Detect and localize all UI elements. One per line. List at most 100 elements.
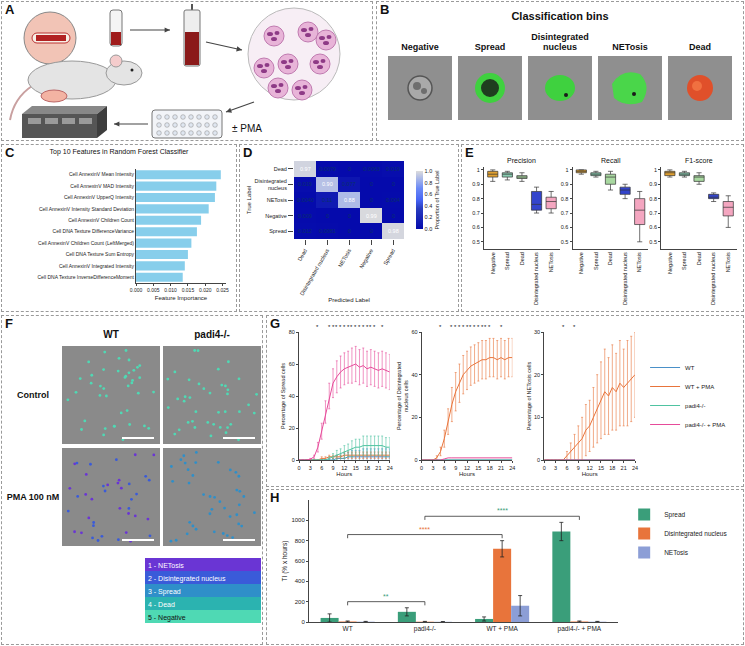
svg-text:1000: 1000 xyxy=(291,517,305,523)
svg-text:Predicted Label: Predicted Label xyxy=(328,297,370,303)
svg-text:0: 0 xyxy=(297,465,300,471)
svg-text:Disintegrated nucleus: Disintegrated nucleus xyxy=(710,252,716,305)
svg-text:80: 80 xyxy=(289,329,295,335)
svg-text:Spread: Spread xyxy=(475,42,506,52)
svg-text:5 - Negative: 5 - Negative xyxy=(148,614,186,622)
svg-text:Spread: Spread xyxy=(504,252,510,270)
svg-text:Negative: Negative xyxy=(358,248,374,270)
svg-text:0.8: 0.8 xyxy=(649,196,657,202)
svg-text:0.90: 0.90 xyxy=(322,181,333,187)
svg-text:10: 10 xyxy=(534,414,540,420)
svg-text:1: 1 xyxy=(654,167,657,173)
svg-text:0.9: 0.9 xyxy=(561,181,569,187)
svg-text:*: * xyxy=(454,324,457,330)
svg-text:15: 15 xyxy=(353,465,359,471)
svg-text:Percentage of Disintegratednuc: Percentage of Disintegratednucleus cells xyxy=(396,362,409,430)
svg-text:0.7: 0.7 xyxy=(472,210,480,216)
svg-text:NETosis: NETosis xyxy=(548,252,554,272)
svg-text:0.2: 0.2 xyxy=(425,214,433,220)
svg-text:Precision: Precision xyxy=(507,157,536,164)
svg-text:Spread: Spread xyxy=(664,511,685,519)
svg-text:3: 3 xyxy=(431,465,434,471)
svg-text:20: 20 xyxy=(289,425,295,431)
svg-text:9: 9 xyxy=(454,465,457,471)
svg-text:*: * xyxy=(488,324,491,330)
svg-text:Spread: Spread xyxy=(593,252,599,270)
svg-text:12: 12 xyxy=(341,465,347,471)
svg-text:*: * xyxy=(462,324,465,330)
svg-text:padi4-/- + PMA: padi4-/- + PMA xyxy=(685,422,725,428)
svg-text:0: 0 xyxy=(370,181,373,187)
svg-text:3 - Spread: 3 - Spread xyxy=(148,588,181,596)
svg-text:0.6: 0.6 xyxy=(472,224,480,230)
svg-text:0.11: 0.11 xyxy=(322,197,332,203)
svg-text:*: * xyxy=(350,324,353,330)
svg-text:nucleus: nucleus xyxy=(543,42,577,52)
svg-text:20: 20 xyxy=(534,372,540,378)
svg-text:0.000: 0.000 xyxy=(130,287,143,293)
svg-text:6: 6 xyxy=(443,465,446,471)
svg-text:3: 3 xyxy=(309,465,312,471)
svg-text:*: * xyxy=(477,324,480,330)
svg-text:40: 40 xyxy=(289,393,295,399)
svg-text:Top 10 Features in Random Fore: Top 10 Features in Random Forest Classif… xyxy=(50,148,190,156)
svg-text:*: * xyxy=(339,324,342,330)
svg-text:0.0040: 0.0040 xyxy=(297,197,314,203)
svg-text:WT + PMA: WT + PMA xyxy=(685,384,714,390)
svg-text:Cell AnnexinV Mean Intensity: Cell AnnexinV Mean Intensity xyxy=(69,171,135,177)
svg-text:*: * xyxy=(316,324,319,330)
svg-text:*: * xyxy=(343,324,346,330)
svg-text:NETosis: NETosis xyxy=(636,252,642,272)
svg-text:Dead: Dead xyxy=(607,252,613,265)
svg-text:Negative: Negative xyxy=(667,252,673,274)
svg-text:0: 0 xyxy=(301,619,305,625)
svg-text:24: 24 xyxy=(632,465,638,471)
svg-text:0.9: 0.9 xyxy=(649,181,657,187)
svg-text:Control: Control xyxy=(17,390,49,400)
svg-text:padi4-/-: padi4-/- xyxy=(414,625,436,633)
svg-text:0.97: 0.97 xyxy=(300,166,311,172)
svg-text:NETosis: NETosis xyxy=(664,549,689,556)
svg-text:WT: WT xyxy=(343,625,353,632)
svg-text:0.7: 0.7 xyxy=(649,210,657,216)
svg-text:NETosis: NETosis xyxy=(337,248,352,269)
svg-text:*: * xyxy=(481,324,484,330)
svg-text:****: **** xyxy=(497,507,508,514)
svg-text:Dead: Dead xyxy=(696,252,702,265)
svg-text:0.8: 0.8 xyxy=(561,196,569,202)
svg-text:0.88: 0.88 xyxy=(344,197,355,203)
svg-text:0.012: 0.012 xyxy=(298,228,312,234)
svg-text:Cell DNA Texture InverseDiffer: Cell DNA Texture InverseDifferenceMoment xyxy=(37,274,134,280)
svg-text:0: 0 xyxy=(370,197,373,203)
svg-text:0.0081: 0.0081 xyxy=(319,228,336,234)
svg-text:Cell AnnexinV MAD Intensity: Cell AnnexinV MAD Intensity xyxy=(70,183,134,189)
svg-text:Cell AnnexinV Children Count: Cell AnnexinV Children Count xyxy=(68,217,134,223)
svg-text:21: 21 xyxy=(498,465,504,471)
svg-text:Cell DNA Texture Sum Entropy: Cell DNA Texture Sum Entropy xyxy=(66,251,135,257)
svg-text:0.6: 0.6 xyxy=(425,191,433,197)
svg-text:0: 0 xyxy=(348,213,351,219)
svg-text:True Label: True Label xyxy=(246,186,252,214)
svg-text:*: * xyxy=(469,324,472,330)
svg-text:Cell AnnexinV Intensity Standa: Cell AnnexinV Intensity Standard Deviati… xyxy=(39,206,134,212)
svg-text:0.0: 0.0 xyxy=(425,226,433,232)
svg-text:0.6: 0.6 xyxy=(649,224,657,230)
svg-text:0.019: 0.019 xyxy=(386,166,400,172)
svg-text:0.8: 0.8 xyxy=(472,196,480,202)
svg-text:0.020: 0.020 xyxy=(199,287,212,293)
svg-text:0.99: 0.99 xyxy=(366,213,377,219)
svg-text:Negative: Negative xyxy=(401,42,439,52)
svg-text:Disintegrated nucleus: Disintegrated nucleus xyxy=(533,252,539,305)
svg-text:*: * xyxy=(562,324,565,330)
svg-text:18: 18 xyxy=(487,465,493,471)
svg-text:*: * xyxy=(466,324,469,330)
svg-text:padi4-/- + PMA: padi4-/- + PMA xyxy=(558,625,602,633)
svg-text:NETosis: NETosis xyxy=(612,42,647,52)
svg-text:± PMA: ± PMA xyxy=(232,123,262,134)
svg-text:Spread: Spread xyxy=(382,248,396,266)
svg-text:Spread: Spread xyxy=(681,252,687,270)
svg-text:0.0079: 0.0079 xyxy=(319,166,336,172)
svg-text:0.7: 0.7 xyxy=(561,210,569,216)
svg-text:Cell AnnexinV UpperQ Intensity: Cell AnnexinV UpperQ Intensity xyxy=(64,194,135,200)
svg-text:*: * xyxy=(473,324,476,330)
